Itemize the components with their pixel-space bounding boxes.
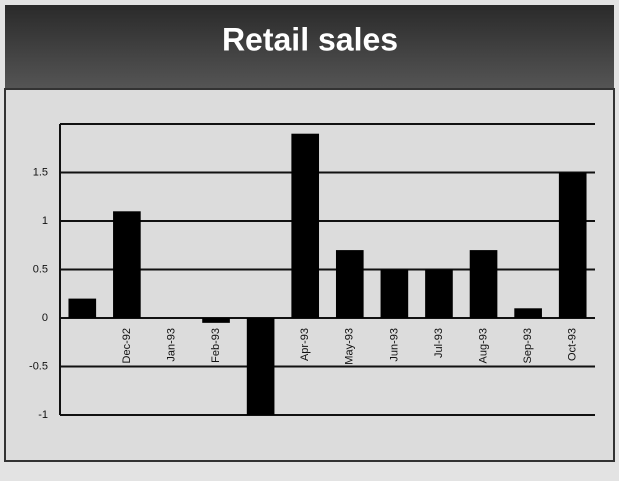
y-tick-label: 1 [42,215,48,227]
plot-area: -1 -0.5 0 0.5 1 1.5 Dec-92 Jan-93 Feb-93 Apr-93 Ma… [29,123,595,421]
bar [425,269,453,318]
x-tick-label: Feb-93 [210,328,222,363]
x-tick-label: Apr-93 [299,328,311,361]
title-bar [5,5,614,89]
x-tick-label: Aug-93 [477,328,489,363]
x-tick-label: Dec-92 [121,328,133,363]
y-tick-label: 0.5 [33,263,48,275]
x-tick-label: May-93 [344,328,356,365]
bar [335,250,364,318]
y-tick-label: -0.5 [29,360,48,372]
x-tick-label: Jan-93 [165,328,177,362]
bar [246,318,275,415]
bar [291,133,320,318]
x-tick-label: Jun-93 [388,328,400,362]
bar [469,250,498,318]
chart-title: Retail sales [222,21,398,57]
x-tick-label: Sep-93 [522,328,534,363]
y-tick-label: 0 [42,312,48,324]
bar [202,318,230,323]
bar [380,269,409,318]
x-tick-label: Oct-93 [567,328,579,361]
x-tick-label: Jul-93 [433,328,445,358]
y-tick-label: -1 [38,409,48,421]
bar [113,211,141,318]
y-tick-label: 1.5 [33,166,48,178]
bar [68,298,97,318]
bar [514,308,542,318]
bar [558,172,587,318]
